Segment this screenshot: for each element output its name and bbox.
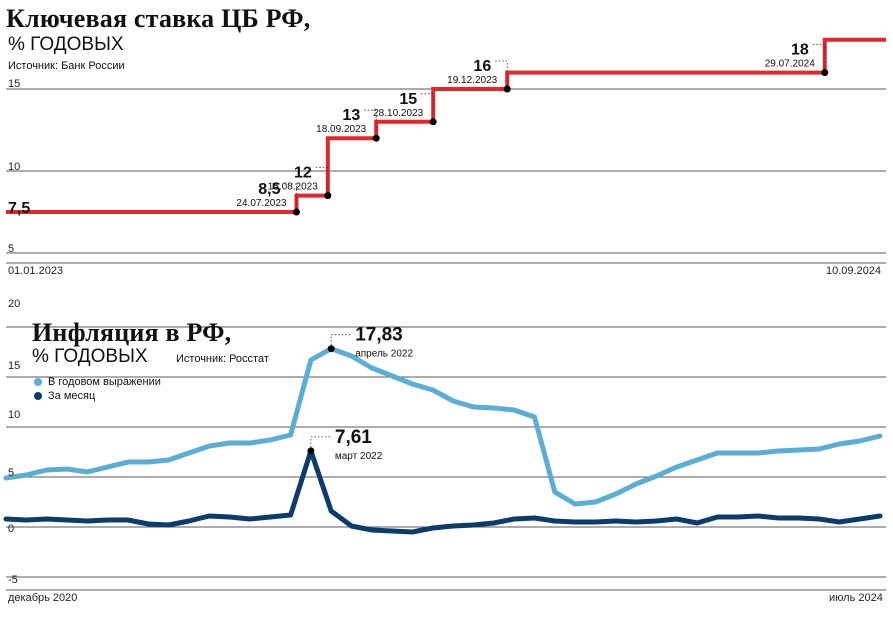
key-rate-line: [6, 37, 886, 214]
key-rate-subtitle: % ГОДОВЫХ: [8, 34, 124, 55]
key-rate-point: [429, 118, 437, 126]
key-rate-leader: [284, 183, 297, 212]
key-rate-label-value: 13: [342, 107, 360, 124]
key-rate-label-value: 12: [294, 165, 312, 182]
key-rate-label-value: 8,5: [258, 181, 280, 198]
inflation-annual-line: [3, 346, 883, 507]
key-rate-point: [821, 69, 829, 77]
key-rate-label-date: 24.07.2023: [236, 198, 286, 209]
key-rate-point: [292, 208, 300, 216]
key-rate-leader: [315, 167, 329, 196]
inflation-x-start: декабрь 2020: [8, 592, 78, 604]
inflation-peak-date: март 2022: [335, 451, 383, 462]
key-rate-source: Источник: Банк России: [8, 60, 125, 72]
inflation-leader: [310, 436, 331, 451]
key-rate-leader: [364, 109, 377, 139]
key-rate-point: [503, 85, 511, 93]
inflation-peak-value: 7,61: [335, 427, 372, 448]
inflation-title: Инфляция в РФ,: [32, 318, 232, 347]
key-rate-leader: [812, 44, 826, 73]
key-rate-label-value: 18: [791, 42, 809, 59]
key-rate-label-value: 7,5: [8, 200, 30, 217]
key-rate-label-date: 15.08.2023: [268, 182, 318, 193]
legend-swatch-monthly: [34, 392, 42, 400]
key-rate-leader: [495, 60, 508, 89]
key-rate-x-end: 10.09.2024: [826, 265, 882, 277]
inflation-monthly-line: [3, 448, 883, 535]
inflation-ytick-minus5: -5: [8, 574, 18, 586]
key-rate-label-date: 29.07.2024: [765, 59, 815, 70]
plot-lines: [3, 37, 886, 535]
legend-item-monthly: За месяц: [34, 390, 95, 402]
legend-label-monthly: За месяц: [48, 390, 96, 402]
inflation-peak-point: [307, 447, 315, 455]
key-rate-title: Ключевая ставка ЦБ РФ,: [6, 4, 311, 33]
legend-label-annual: В годовом выражении: [48, 376, 161, 388]
key-rate-label-date: 18.09.2023: [316, 124, 366, 135]
legend-item-annual: В годовом выражении: [34, 376, 161, 388]
inflation-ytick-5: 5: [8, 467, 15, 479]
key-rate-label-date: 19.12.2023: [447, 75, 497, 86]
key-rate-label-value: 15: [399, 91, 417, 108]
key-rate-point: [324, 192, 332, 200]
inflation-ytick-20: 20: [8, 298, 21, 310]
inflation-ytick-10: 10: [8, 409, 21, 421]
inflation-source: Источник: Росстат: [176, 353, 269, 365]
key-rate-label-value: 16: [473, 58, 491, 75]
inflation-peak-value: 17,83: [355, 325, 403, 346]
key-rate-leader: [421, 93, 434, 122]
key-rate-label-date: 28.10.2023: [373, 108, 423, 119]
inflation-leader: [330, 334, 352, 349]
inflation-ytick-15: 15: [8, 360, 21, 372]
inflation-peak-point: [327, 345, 335, 353]
legend-swatch-annual: [34, 378, 42, 386]
key-rate-gridlines: [6, 88, 886, 264]
inflation-ytick-0: 0: [8, 523, 15, 535]
key-rate-ytick-10: 10: [8, 161, 21, 173]
key-rate-ytick-15: 15: [8, 78, 21, 90]
inflation-x-end: июль 2024: [829, 592, 883, 604]
inflation-peak-date: апрель 2022: [355, 349, 413, 360]
inflation-subtitle: % ГОДОВЫХ: [32, 346, 148, 367]
key-rate-ytick-5: 5: [8, 243, 15, 255]
key-rate-point: [372, 134, 380, 142]
key-rate-x-start: 01.01.2023: [8, 265, 64, 277]
